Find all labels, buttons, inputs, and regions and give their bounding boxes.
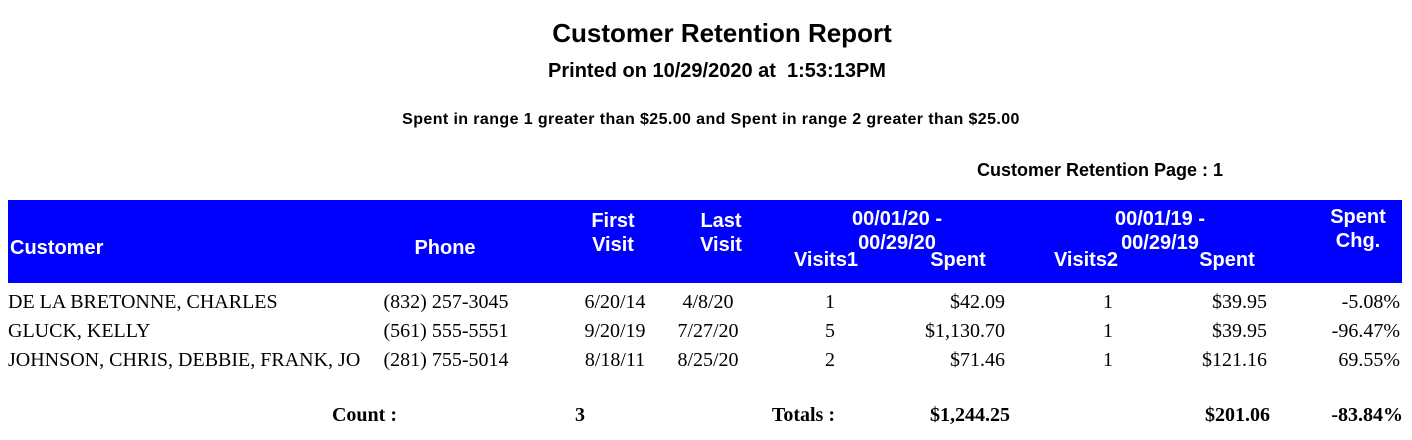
header-spent-chg-line1: Spent (1330, 206, 1386, 228)
header-customer: Customer (10, 237, 104, 259)
report-title: Customer Retention Report (552, 18, 892, 48)
cell-phone: (281) 755-5014 (383, 349, 509, 371)
cell-spent2: $121.16 (1202, 349, 1267, 371)
header-last-visit-line1: Last (700, 210, 742, 232)
table-totals-row: Count : 3 Totals : $1,244.25 $201.06 -83… (0, 403, 1412, 433)
cell-last-visit: 7/27/20 (677, 320, 739, 342)
header-visits2: Visits2 (1053, 249, 1119, 271)
header-first-visit-line2: Visit (592, 234, 634, 256)
header-first-visit: First Visit (563, 209, 663, 257)
cell-visits2: 1 (1103, 291, 1113, 313)
totals-spent2: $201.06 (1205, 404, 1270, 426)
cell-visits2: 1 (1103, 349, 1113, 371)
table-row: GLUCK, KELLY (561) 555-5551 9/20/19 7/27… (0, 319, 1412, 348)
cell-visits1: 1 (825, 291, 835, 313)
report-page-number: Customer Retention Page : 1 (976, 160, 1224, 180)
cell-first-visit: 8/18/11 (584, 349, 646, 371)
cell-spent-chg: 69.55% (1338, 349, 1400, 371)
cell-visits2: 1 (1103, 320, 1113, 342)
table-header-bar: Customer Phone First Visit Last Visit 00… (8, 200, 1402, 283)
printed-timestamp: Printed on 10/29/2020 at 1:53:13PM (548, 60, 886, 82)
cell-phone: (561) 555-5551 (383, 320, 509, 342)
cell-last-visit: 4/8/20 (682, 291, 734, 313)
cell-last-visit: 8/25/20 (677, 349, 739, 371)
cell-visits1: 2 (825, 349, 835, 371)
cell-spent1: $71.46 (950, 349, 1005, 371)
totals-spent-chg: -83.84% (1331, 404, 1403, 426)
totals-spent1: $1,244.25 (930, 404, 1010, 426)
cell-customer: GLUCK, KELLY (8, 320, 151, 342)
header-last-visit-line2: Visit (700, 234, 742, 256)
cell-visits1: 5 (825, 320, 835, 342)
header-spent1: Spent (930, 249, 986, 271)
table-row: JOHNSON, CHRIS, DEBBIE, FRANK, JO (281) … (0, 348, 1412, 377)
cell-spent2: $39.95 (1212, 291, 1267, 313)
header-visits1: Visits1 (793, 249, 859, 271)
cell-first-visit: 9/20/19 (584, 320, 646, 342)
cell-customer: DE LA BRETONNE, CHARLES (8, 291, 278, 313)
header-spent2: Spent (1199, 249, 1255, 271)
header-spent-chg-line2: Chg. (1335, 230, 1381, 252)
count-label: Count : (331, 404, 397, 426)
header-date-range-2: 00/01/19 - 00/29/19 (1114, 208, 1206, 254)
report-filter-criteria: Spent in range 1 greater than $25.00 and… (402, 111, 1020, 128)
cell-spent1: $42.09 (950, 291, 1005, 313)
header-date-range-1: 00/01/20 - 00/29/20 (851, 208, 943, 254)
header-first-visit-line1: First (591, 210, 635, 232)
cell-first-visit: 6/20/14 (584, 291, 646, 313)
totals-label: Totals : (771, 404, 835, 426)
cell-spent1: $1,130.70 (925, 320, 1005, 342)
cell-spent-chg: -96.47% (1331, 320, 1400, 342)
header-phone: Phone (414, 237, 476, 259)
cell-phone: (832) 257-3045 (383, 291, 509, 313)
cell-customer: JOHNSON, CHRIS, DEBBIE, FRANK, JO (8, 349, 361, 371)
header-spent-chg: Spent Chg. (1308, 205, 1408, 253)
table-row: DE LA BRETONNE, CHARLES (832) 257-3045 6… (0, 290, 1412, 319)
header-last-visit: Last Visit (671, 209, 771, 257)
cell-spent2: $39.95 (1212, 320, 1267, 342)
cell-spent-chg: -5.08% (1341, 291, 1400, 313)
count-value: 3 (575, 404, 585, 426)
